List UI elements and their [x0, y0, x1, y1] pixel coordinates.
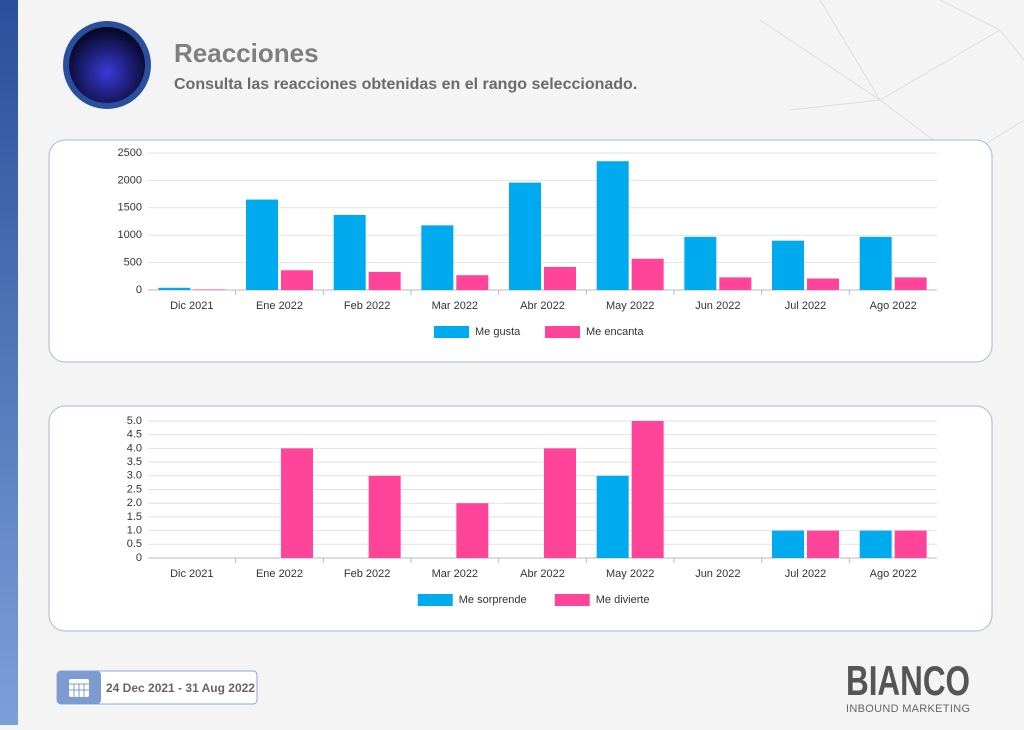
bar — [807, 530, 839, 558]
side-stripe — [0, 0, 18, 725]
x-tick-label: Mar 2022 — [432, 568, 478, 580]
chart: 0 0.51.0 1.5 2.0 2.53.0 3.5 4.04.5 5.0 Dic 2021 E… — [127, 415, 937, 606]
x-tick-label: Jul 2022 — [785, 568, 827, 580]
y-tick-label: 1500 — [118, 202, 142, 214]
x-tick-label: May 2022 — [606, 568, 654, 580]
date-range: 24 Dec 2021 - 31 Aug 2022 — [106, 681, 255, 695]
brand-sub: INBOUND MARKETING — [846, 703, 970, 715]
x-tick-label: Mar 2022 — [432, 300, 478, 312]
bar — [772, 240, 804, 290]
decor — [759, 0, 1024, 161]
x-tick-label: Abr 2022 — [520, 300, 565, 312]
y-tick-label: 4.0 — [127, 442, 142, 454]
bar — [368, 475, 401, 558]
x-tick-label: Ago 2022 — [870, 568, 917, 580]
y-tick-label: 2.5 — [127, 483, 142, 495]
bar — [684, 236, 717, 290]
bar — [719, 277, 752, 290]
x-tick-label: Jul 2022 — [785, 300, 827, 312]
x-tick-label: Dic 2021 — [170, 300, 213, 312]
y-tick-label: 4.5 — [127, 429, 142, 441]
bar — [596, 475, 629, 558]
x-tick-label: Jun 2022 — [695, 568, 740, 580]
legend-label: Me divierte — [596, 594, 650, 606]
x-tick-label: Abr 2022 — [520, 568, 565, 580]
y-tick-label: 500 — [124, 257, 142, 269]
legend-label: Me sorprende — [459, 594, 527, 606]
bar — [894, 530, 927, 558]
y-tick-label: 5.0 — [127, 415, 142, 427]
bar — [456, 275, 489, 290]
y-tick-label: 1000 — [118, 229, 142, 241]
y-tick-label: 3.5 — [127, 456, 142, 468]
legend-swatch — [417, 594, 453, 606]
legend-swatch — [554, 594, 590, 606]
page-title: Reacciones — [174, 38, 319, 68]
bar — [631, 421, 664, 558]
bar — [807, 278, 839, 290]
x-tick-label: May 2022 — [606, 300, 654, 312]
bar — [509, 182, 541, 290]
bar — [859, 236, 892, 290]
bar — [544, 266, 576, 290]
y-tick-label: 2500 — [118, 147, 142, 159]
y-tick-label: 0 — [136, 552, 142, 564]
y-tick-label: 3.0 — [127, 470, 142, 482]
logo — [69, 27, 145, 103]
y-tick-label: 2.0 — [127, 497, 142, 509]
legend-swatch — [434, 326, 469, 338]
bar — [193, 289, 226, 290]
y-tick-label: 2000 — [118, 174, 142, 186]
bar — [281, 448, 313, 558]
bar — [544, 448, 576, 558]
bar — [421, 225, 454, 290]
y-tick-label: 0.5 — [127, 538, 142, 550]
bar — [859, 530, 892, 558]
page-subtitle: Consulta las reacciones obtenidas en el … — [174, 76, 637, 93]
bar — [368, 271, 401, 290]
bar — [772, 530, 804, 558]
bar — [333, 214, 366, 290]
bar — [281, 270, 313, 290]
legend-label: Me gusta — [475, 326, 521, 338]
bar — [158, 287, 191, 290]
bar — [631, 258, 664, 290]
x-tick-label: Ene 2022 — [256, 568, 303, 580]
y-tick-label: 1.0 — [127, 525, 142, 537]
y-tick-label: 1.5 — [127, 511, 142, 523]
brand: BIANCO — [846, 657, 970, 704]
x-tick-label: Ago 2022 — [870, 300, 917, 312]
bar — [456, 503, 489, 558]
bar — [596, 161, 629, 290]
x-tick-label: Feb 2022 — [344, 568, 390, 580]
chart: 0 500 1000 1500 2000 2500 Dic 2021 Ene 2022 Feb … — [118, 147, 937, 338]
x-tick-label: Dic 2021 — [170, 568, 213, 580]
bar — [894, 277, 927, 290]
x-tick-label: Jun 2022 — [695, 300, 740, 312]
x-tick-label: Ene 2022 — [256, 300, 303, 312]
y-tick-label: 0 — [136, 284, 142, 296]
bar — [246, 199, 278, 290]
legend-label: Me encanta — [586, 326, 644, 338]
x-tick-label: Feb 2022 — [344, 300, 390, 312]
legend-swatch — [545, 326, 580, 338]
calendar-grid — [69, 683, 89, 697]
